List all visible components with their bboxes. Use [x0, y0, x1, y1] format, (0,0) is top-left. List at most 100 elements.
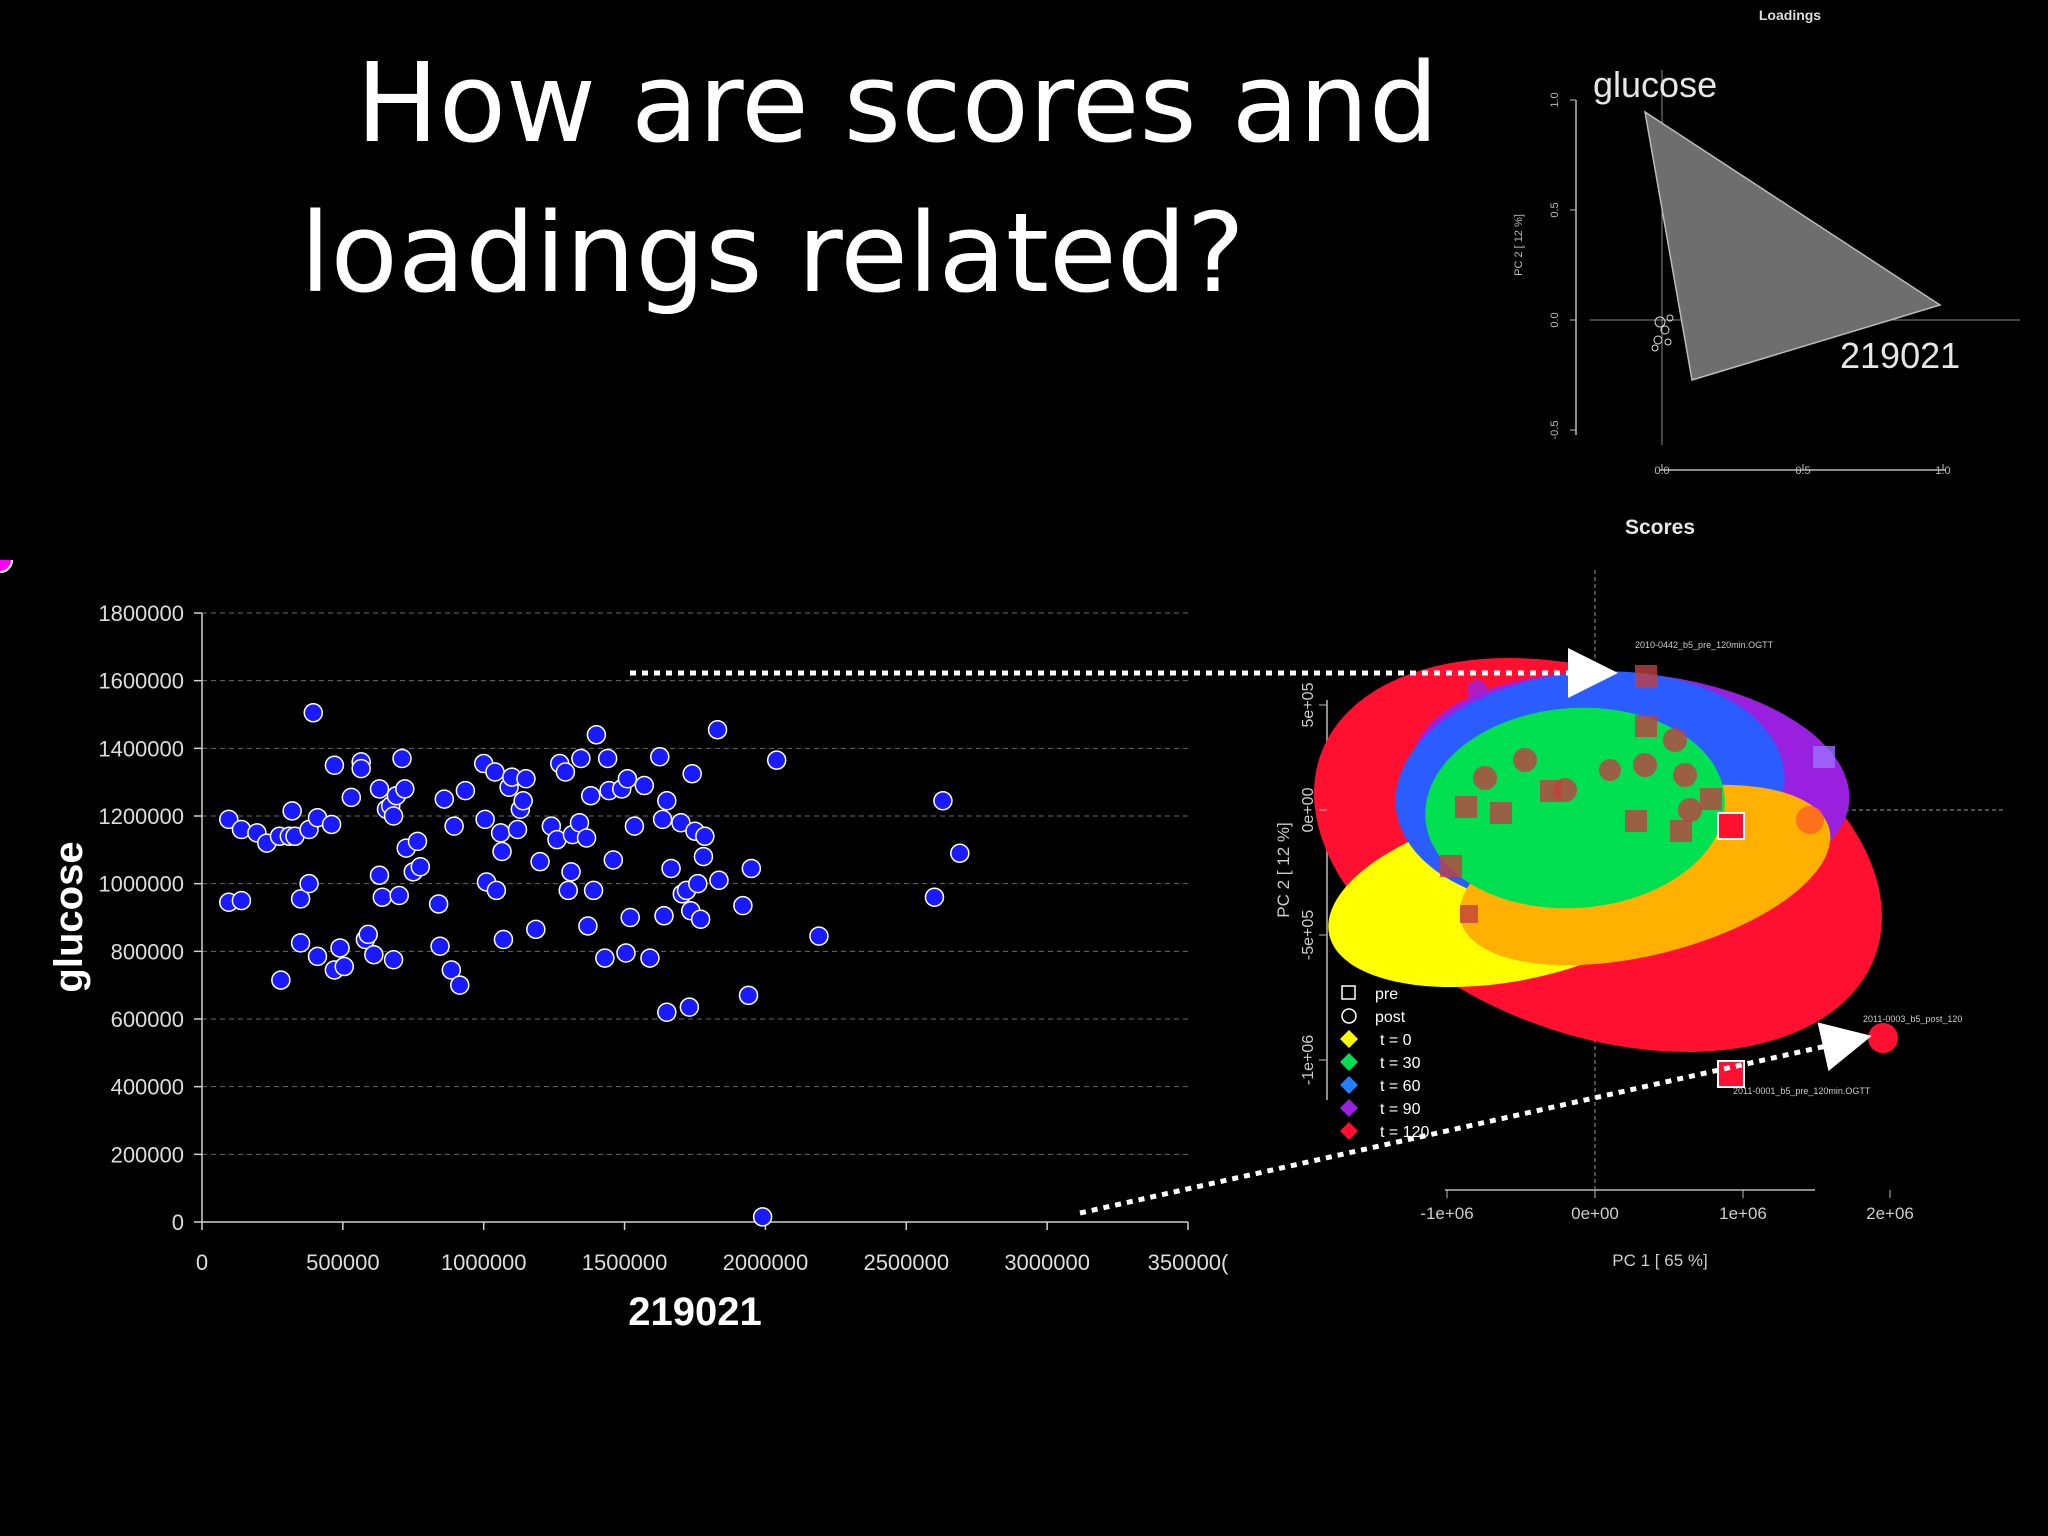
data-point: [597, 748, 618, 769]
data-point: [321, 814, 342, 835]
data-point: [526, 919, 546, 940]
data-point: [372, 887, 393, 907]
data-point: [657, 1002, 677, 1022]
data-point: [578, 916, 598, 936]
data-point: [430, 936, 450, 957]
data-point: [624, 816, 645, 836]
data-point: [603, 850, 624, 870]
data-point: [324, 755, 345, 775]
x-tick-label: 500000: [306, 1250, 379, 1275]
data-point: [738, 985, 759, 1006]
data-point: [389, 885, 409, 906]
data-point: [650, 747, 670, 767]
data-point: [330, 938, 350, 958]
annotation-bottom: 2011-0001_b5_pre_120min.OGTT: [1733, 1086, 1871, 1096]
data-point: [950, 843, 970, 863]
x-tick-label: 350000(: [1148, 1250, 1229, 1275]
loadings-hull-triangle: [1643, 110, 1942, 381]
data-point: [334, 956, 355, 977]
data-point: [428, 894, 449, 914]
data-point: [688, 873, 708, 894]
data-point: [581, 785, 601, 806]
loadings-xtick-label: 1.0: [1935, 465, 1950, 477]
data-point: [441, 960, 462, 980]
scores-outliers: [1717, 812, 1898, 1053]
data-point: [231, 890, 252, 911]
scores-xtick-label: 2e+06: [1866, 1204, 1914, 1223]
y-tick-label: 1000000: [98, 872, 184, 897]
scores-ytick-label: 5e+05: [1300, 682, 1317, 727]
y-tick-label: 800000: [111, 939, 184, 964]
data-point: [364, 944, 384, 965]
data-point: [595, 948, 615, 968]
data-point: [616, 943, 636, 963]
data-point: [219, 809, 239, 830]
scores-ytick-label: 0e+00: [1300, 787, 1317, 832]
data-point: [434, 789, 455, 809]
x-tick-label: 1500000: [582, 1250, 668, 1275]
legend-label: pre: [1375, 986, 1398, 1003]
data-point: [733, 895, 753, 916]
y-ticks: 0 200000 400000 600000 800000 1000000 1200000 1…: [98, 601, 202, 1235]
data-point: [809, 926, 829, 946]
annotation-top: 2010-0442_b5_pre_120min.OGTT: [1635, 640, 1774, 650]
data-point: [671, 813, 691, 833]
data-point: [709, 870, 729, 891]
data-point: [282, 801, 302, 821]
data-point: [290, 933, 311, 953]
scores-ytick-label: -1e+06: [1300, 1035, 1317, 1085]
data-point: [485, 762, 505, 782]
data-point: [679, 997, 700, 1017]
data-point: [303, 703, 324, 723]
x-tick-label: 1000000: [441, 1250, 527, 1275]
loadings-xtick-label: 0.0: [1654, 465, 1669, 477]
scatter-chart: 0 200000 400000 600000 800000 1000000 1200000 1…: [0, 560, 1229, 1334]
legend-symbol-t0: [1340, 1030, 1358, 1048]
slide-title: How are scores and loadings related?: [300, 28, 1480, 328]
scores-ytick-label: -5e+05: [1300, 910, 1317, 960]
data-point: [492, 841, 512, 862]
legend-symbol-t90: [1340, 1099, 1358, 1117]
scores-xtick-label: 0e+00: [1571, 1204, 1619, 1223]
data-point: [455, 780, 476, 801]
data-point: [507, 819, 528, 840]
data-point: [530, 851, 550, 872]
data-point: [475, 809, 495, 830]
loadings-ytick-label: 0.0: [1549, 312, 1561, 327]
scores-title: Scores: [1625, 516, 1695, 539]
loadings-callout-glucose: glucose: [1593, 64, 1717, 105]
loadings-ytick-label: 1.0: [1549, 92, 1561, 107]
data-point: [571, 748, 591, 769]
x-tick-label: 0: [196, 1250, 208, 1275]
x-tick-label: 3000000: [1004, 1250, 1090, 1275]
x-ticks: 0 500000 1000000 1500000 2000000 2500000 30000…: [196, 1222, 1229, 1275]
loadings-ytick-label: -0.5: [1549, 421, 1561, 440]
loadings-x-ticks: 0.0 0.5 1.0: [1654, 464, 1951, 477]
data-point: [583, 880, 604, 901]
y-tick-label: 400000: [111, 1075, 184, 1100]
data-point: [450, 975, 470, 995]
data-point: [634, 775, 655, 796]
legend-label: t = 30: [1380, 1055, 1421, 1072]
data-point: [383, 950, 404, 970]
loadings-y-label: PC 2 [ 12 %]: [1513, 214, 1525, 276]
data-point: [693, 846, 714, 867]
data-point: [516, 769, 536, 789]
x-axis-label: 219021: [628, 1290, 761, 1334]
loadings-title: Loadings: [1759, 7, 1821, 23]
data-points: [0, 560, 970, 1227]
y-tick-label: 1400000: [98, 736, 184, 761]
data-point: [620, 907, 640, 928]
data-point: [766, 750, 787, 770]
legend-symbol-t120: [1340, 1122, 1358, 1140]
data-point: [410, 857, 431, 877]
data-point: [558, 880, 578, 901]
scores-x-label: PC 1 [ 65 %]: [1612, 1251, 1707, 1270]
data-point: [513, 791, 533, 811]
data-point: [586, 725, 607, 745]
outlier-pre-120-marker: [1717, 1060, 1745, 1088]
annotation-right: 2011-0003_b5_post_120: [1863, 1014, 1962, 1024]
legend-symbol-t30: [1340, 1053, 1358, 1071]
data-point: [271, 970, 291, 990]
scores-ellipses: [1314, 658, 1882, 1052]
